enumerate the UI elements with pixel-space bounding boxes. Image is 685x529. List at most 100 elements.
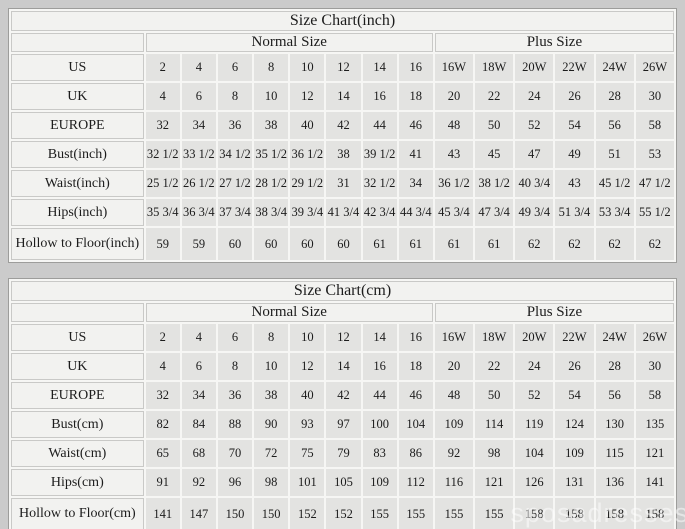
- size-value-cell: 16W: [434, 54, 474, 81]
- size-value-cell: 20W: [515, 54, 554, 81]
- size-value-cell: 45: [475, 141, 514, 168]
- size-value-cell: 47 1/2: [635, 170, 674, 197]
- row-label: EUROPE: [11, 112, 144, 139]
- size-value-cell: 26W: [635, 324, 674, 351]
- size-value-cell: 39 3/4: [290, 199, 325, 226]
- size-value-cell: 135: [635, 411, 674, 438]
- size-value-cell: 48: [434, 382, 474, 409]
- size-value-cell: 92: [434, 440, 474, 467]
- size-value-cell: 14: [362, 324, 397, 351]
- size-value-cell: 47: [515, 141, 554, 168]
- size-value-cell: 121: [635, 440, 674, 467]
- size-value-cell: 60: [254, 228, 289, 260]
- size-value-cell: 4: [145, 353, 180, 380]
- size-value-cell: 56: [595, 112, 634, 139]
- size-value-cell: 8: [254, 324, 289, 351]
- size-value-cell: 61: [475, 228, 514, 260]
- size-value-cell: 101: [290, 469, 325, 496]
- table-title: Size Chart(cm): [11, 281, 674, 301]
- size-value-cell: 12: [326, 324, 361, 351]
- size-value-cell: 131: [555, 469, 594, 496]
- table-row: UK 4 6 8 10 12 14 16 18 20 22 24 26 28 30: [11, 353, 674, 380]
- size-value-cell: 109: [555, 440, 594, 467]
- size-value-cell: 82: [145, 411, 180, 438]
- size-value-cell: 115: [595, 440, 634, 467]
- row-label: Hips(cm): [11, 469, 144, 496]
- size-value-cell: 155: [362, 498, 397, 529]
- size-value-cell: 84: [181, 411, 216, 438]
- size-value-cell: 24W: [595, 54, 634, 81]
- size-value-cell: 36: [217, 112, 253, 139]
- size-value-cell: 62: [555, 228, 594, 260]
- corner-cell: [11, 303, 144, 322]
- table-title: Size Chart(inch): [11, 11, 674, 31]
- size-value-cell: 40: [290, 112, 325, 139]
- size-value-cell: 96: [217, 469, 253, 496]
- size-value-cell: 90: [254, 411, 289, 438]
- size-value-cell: 61: [434, 228, 474, 260]
- size-value-cell: 36: [217, 382, 253, 409]
- size-value-cell: 62: [515, 228, 554, 260]
- table-row: Waist(inch) 25 1/2 26 1/2 27 1/2 28 1/2 29 1/…: [11, 170, 674, 197]
- table-row: Hollow to Floor(cm) 141 147 150 150 152 152 155…: [11, 498, 674, 529]
- column-group-header: Plus Size: [434, 33, 674, 52]
- size-value-cell: 6: [217, 54, 253, 81]
- size-value-cell: 38: [254, 382, 289, 409]
- size-value-cell: 2: [145, 54, 180, 81]
- size-value-cell: 30: [635, 353, 674, 380]
- size-value-cell: 150: [217, 498, 253, 529]
- row-label: Bust(inch): [11, 141, 144, 168]
- size-value-cell: 62: [635, 228, 674, 260]
- size-value-cell: 91: [145, 469, 180, 496]
- size-value-cell: 58: [635, 112, 674, 139]
- size-value-cell: 6: [181, 353, 216, 380]
- size-value-cell: 26 1/2: [181, 170, 216, 197]
- size-value-cell: 46: [398, 382, 433, 409]
- size-value-cell: 54: [555, 382, 594, 409]
- size-value-cell: 22: [475, 83, 514, 110]
- size-value-cell: 49: [555, 141, 594, 168]
- size-value-cell: 59: [145, 228, 180, 260]
- size-value-cell: 58: [635, 382, 674, 409]
- size-value-cell: 24: [515, 83, 554, 110]
- size-value-cell: 18W: [475, 324, 514, 351]
- size-value-cell: 61: [362, 228, 397, 260]
- size-value-cell: 16: [398, 54, 433, 81]
- size-value-cell: 126: [515, 469, 554, 496]
- size-value-cell: 44: [362, 382, 397, 409]
- size-value-cell: 97: [326, 411, 361, 438]
- size-value-cell: 38 3/4: [254, 199, 289, 226]
- size-value-cell: 2: [145, 324, 180, 351]
- size-value-cell: 22W: [555, 54, 594, 81]
- size-value-cell: 32: [145, 112, 180, 139]
- row-label: Waist(inch): [11, 170, 144, 197]
- size-value-cell: 27 1/2: [217, 170, 253, 197]
- size-value-cell: 119: [515, 411, 554, 438]
- size-value-cell: 60: [217, 228, 253, 260]
- size-value-cell: 72: [254, 440, 289, 467]
- size-value-cell: 150: [254, 498, 289, 529]
- size-value-cell: 130: [595, 411, 634, 438]
- size-value-cell: 38: [326, 141, 361, 168]
- size-value-cell: 42: [326, 112, 361, 139]
- size-value-cell: 34: [398, 170, 433, 197]
- size-value-cell: 8: [217, 353, 253, 380]
- size-value-cell: 45 3/4: [434, 199, 474, 226]
- size-value-cell: 14: [326, 353, 361, 380]
- size-value-cell: 75: [290, 440, 325, 467]
- size-value-cell: 83: [362, 440, 397, 467]
- size-value-cell: 158: [555, 498, 594, 529]
- size-value-cell: 4: [181, 324, 216, 351]
- row-label: Hips(inch): [11, 199, 144, 226]
- size-value-cell: 59: [181, 228, 216, 260]
- size-value-cell: 34: [181, 112, 216, 139]
- row-label: UK: [11, 353, 144, 380]
- size-value-cell: 50: [475, 112, 514, 139]
- size-value-cell: 10: [290, 54, 325, 81]
- size-value-cell: 109: [434, 411, 474, 438]
- size-value-cell: 37 3/4: [217, 199, 253, 226]
- table-row: EUROPE 32 34 36 38 40 42 44 46 48 50 52 54 56 58: [11, 112, 674, 139]
- corner-cell: [11, 33, 144, 52]
- size-value-cell: 65: [145, 440, 180, 467]
